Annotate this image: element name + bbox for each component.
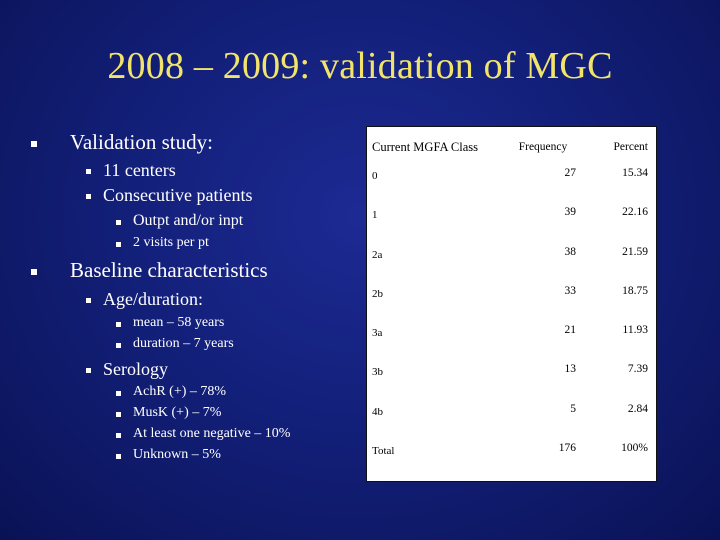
cell-class: 1 bbox=[372, 209, 378, 222]
bullet-musk: MusK (+) – 7% bbox=[133, 405, 222, 420]
cell-percent: 11.93 bbox=[622, 324, 648, 336]
bullet-validation-study: Validation study: bbox=[70, 130, 213, 154]
header-percent: Percent bbox=[613, 141, 648, 153]
bullet-square-icon bbox=[116, 412, 121, 417]
bullet-negative: At least one negative – 10% bbox=[133, 426, 291, 441]
cell-percent: 18.75 bbox=[622, 284, 648, 297]
bullet-age-duration: Age/duration: bbox=[103, 289, 203, 309]
mgfa-class-table: Current MGFA Class Frequency Percent 0 2… bbox=[366, 126, 657, 482]
bullet-square-icon bbox=[86, 298, 91, 303]
bullet-mean: mean – 58 years bbox=[133, 315, 225, 330]
table-row: 3a 21 11.93 bbox=[367, 324, 656, 363]
cell-class: 2a bbox=[372, 248, 383, 261]
cell-percent: 22.16 bbox=[622, 206, 648, 219]
table-row: 3b 13 7.39 bbox=[367, 363, 656, 402]
bullet-achr: AchR (+) – 78% bbox=[133, 384, 227, 399]
table-row: 4b 5 2.84 bbox=[367, 403, 656, 442]
cell-class: 4b bbox=[372, 405, 383, 418]
cell-frequency: 27 bbox=[564, 167, 577, 179]
bullet-square-icon bbox=[116, 322, 121, 327]
bullet-baseline: Baseline characteristics bbox=[70, 258, 268, 282]
bullet-consecutive: Consecutive patients bbox=[103, 185, 253, 205]
bullet-serology: Serology bbox=[103, 359, 168, 379]
cell-percent: 2.84 bbox=[627, 402, 648, 415]
cell-class: 0 bbox=[372, 170, 378, 182]
bullet-square-icon bbox=[116, 242, 121, 247]
cell-class: Total bbox=[372, 444, 395, 457]
cell-percent: 21.59 bbox=[622, 245, 648, 258]
bullet-outpt: Outpt and/or inpt bbox=[133, 212, 244, 229]
cell-percent: 15.34 bbox=[622, 167, 648, 179]
mgfa-table: Current MGFA Class Frequency Percent 0 2… bbox=[367, 127, 656, 481]
bullet-duration: duration – 7 years bbox=[133, 336, 234, 351]
slide-title: 2008 – 2009: validation of MGC bbox=[107, 45, 613, 87]
table-header-row: Current MGFA Class Frequency Percent bbox=[367, 127, 656, 167]
cell-frequency: 176 bbox=[558, 441, 576, 454]
cell-frequency: 39 bbox=[564, 206, 577, 219]
bullet-square-icon bbox=[116, 220, 121, 225]
cell-class: 3a bbox=[372, 327, 383, 339]
bullet-list: Validation study: 11 centers Consecutive… bbox=[0, 0, 360, 540]
table-row: 2a 38 21.59 bbox=[367, 246, 656, 285]
bullet-unknown: Unknown – 5% bbox=[133, 447, 221, 462]
table-row-total: Total 176 100% bbox=[367, 442, 656, 481]
cell-percent: 7.39 bbox=[627, 363, 648, 376]
cell-frequency: 21 bbox=[564, 324, 577, 336]
table-row: 2b 33 18.75 bbox=[367, 285, 656, 324]
bullet-square-icon bbox=[116, 343, 121, 348]
bullet-square-icon bbox=[86, 169, 91, 174]
table-row: 1 39 22.16 bbox=[367, 206, 656, 245]
table-row: 0 27 15.34 bbox=[367, 167, 656, 206]
bullet-square-icon bbox=[116, 433, 121, 438]
cell-frequency: 38 bbox=[564, 245, 577, 258]
cell-frequency: 5 bbox=[570, 402, 576, 415]
header-class: Current MGFA Class bbox=[372, 139, 479, 154]
bullet-square-icon bbox=[86, 194, 91, 199]
bullet-square-icon bbox=[31, 141, 37, 147]
bullet-square-icon bbox=[116, 454, 121, 459]
bullet-centers: 11 centers bbox=[103, 160, 176, 180]
cell-percent: 100% bbox=[621, 441, 648, 454]
bullet-square-icon bbox=[116, 391, 121, 396]
header-frequency: Frequency bbox=[518, 141, 568, 153]
cell-class: 2b bbox=[372, 287, 383, 300]
cell-frequency: 33 bbox=[564, 284, 577, 297]
cell-frequency: 13 bbox=[564, 363, 577, 376]
bullet-visits: 2 visits per pt bbox=[133, 235, 209, 250]
cell-class: 3b bbox=[372, 366, 383, 379]
bullet-square-icon bbox=[31, 269, 37, 275]
bullet-square-icon bbox=[86, 368, 91, 373]
